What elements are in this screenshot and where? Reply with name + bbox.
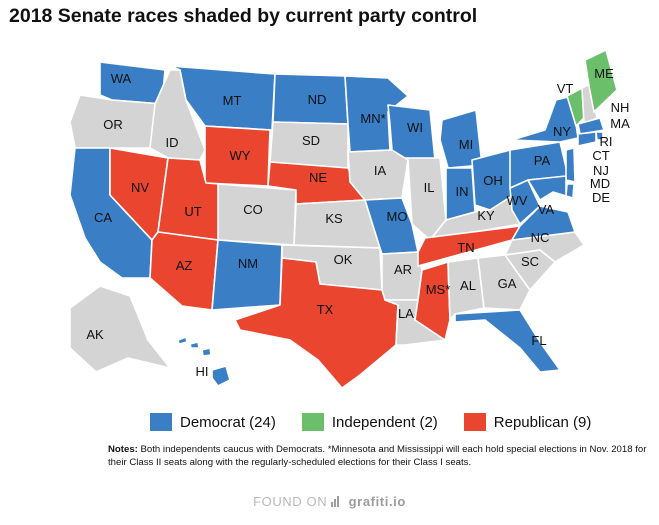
state-label-tn: TN — [457, 240, 474, 255]
state-ma — [577, 117, 605, 135]
state-label-in: IN — [456, 184, 469, 199]
state-mi — [439, 109, 483, 169]
state-label-ms: MS* — [426, 282, 451, 297]
state-label-ca: CA — [94, 210, 112, 225]
state-label-nc: NC — [531, 230, 550, 245]
legend-swatch-democrat — [150, 413, 172, 431]
state-label-mt: MT — [223, 93, 242, 108]
state-label-ma: MA — [610, 116, 630, 131]
state-label-la: LA — [398, 306, 414, 321]
state-al — [447, 257, 485, 321]
state-label-ut: UT — [184, 204, 201, 219]
legend-item-republican: Republican (9) — [463, 413, 592, 431]
state-label-ct: CT — [592, 148, 609, 163]
state-label-ak: AK — [86, 327, 104, 342]
state-nj — [565, 147, 576, 183]
footer: FOUND ON grafiti.io — [0, 494, 659, 509]
state-label-ar: AR — [394, 262, 412, 277]
state-ga — [477, 254, 531, 311]
state-label-al: AL — [460, 278, 476, 293]
state-label-ia: IA — [374, 163, 387, 178]
state-nm — [211, 239, 283, 311]
state-label-nd: ND — [308, 92, 327, 107]
state-hi — [177, 336, 231, 387]
state-label-id: ID — [166, 135, 179, 150]
state-mn — [344, 75, 409, 153]
state-va — [511, 205, 576, 241]
footer-brand: grafiti.io — [348, 494, 406, 509]
state-me — [584, 49, 618, 113]
legend-label-independent: Independent (2) — [331, 413, 438, 431]
state-ak — [69, 285, 171, 373]
state-label-vt: VT — [557, 81, 574, 96]
state-ct — [577, 131, 597, 147]
state-label-sc: SC — [521, 254, 539, 269]
legend-label-democrat: Democrat (24) — [180, 413, 276, 431]
state-label-wa: WA — [111, 71, 132, 86]
state-label-wi: WI — [407, 120, 423, 135]
state-label-az: AZ — [176, 258, 193, 273]
legend-label-republican: Republican (9) — [493, 413, 592, 431]
state-label-fl: FL — [531, 333, 546, 348]
state-label-ky: KY — [477, 208, 495, 223]
state-label-wv: WV — [507, 193, 528, 208]
state-label-nm: NM — [238, 256, 258, 271]
map-title: 2018 Senate races shaded by current part… — [9, 5, 478, 27]
footer-prefix: FOUND ON — [253, 494, 328, 509]
state-label-tx: TX — [317, 302, 334, 317]
state-fl — [454, 309, 561, 373]
state-label-ny: NY — [553, 124, 571, 139]
us-senate-map: WA OR CA NV ID MT WY UT AZ CO NM ND SD NE KS OK TX MN* IA M… — [69, 49, 630, 389]
state-label-md: MD — [590, 176, 610, 191]
state-label-il: IL — [424, 180, 435, 195]
notes-label: Notes: — [108, 444, 138, 455]
state-label-nv: NV — [131, 180, 149, 195]
legend-item-democrat: Democrat (24) — [150, 413, 276, 431]
state-label-hi: HI — [196, 364, 209, 379]
notes: Notes: Both independents caucus with Dem… — [108, 443, 648, 469]
state-label-ga: GA — [498, 276, 517, 291]
state-label-sd: SD — [302, 133, 320, 148]
state-wa — [99, 61, 166, 105]
grafiti-logo-icon — [331, 496, 340, 507]
state-label-nh: NH — [611, 100, 630, 115]
state-de — [565, 183, 575, 199]
legend-item-independent: Independent (2) — [301, 413, 438, 431]
state-label-va: VA — [538, 202, 555, 217]
notes-text: Both independents caucus with Democrats.… — [108, 444, 647, 468]
state-label-mn: MN* — [360, 111, 385, 126]
state-label-ok: OK — [334, 252, 353, 267]
legend-swatch-independent — [301, 413, 324, 431]
legend: Democrat (24) Independent (2) Republican… — [150, 413, 617, 431]
state-label-ne: NE — [309, 170, 327, 185]
state-label-co: CO — [243, 202, 263, 217]
legend-swatch-republican — [463, 413, 486, 431]
state-label-pa: PA — [534, 153, 551, 168]
state-label-oh: OH — [483, 173, 503, 188]
state-label-me: ME — [594, 66, 614, 81]
state-label-mo: MO — [387, 209, 408, 224]
state-label-wy: WY — [230, 148, 251, 163]
state-md — [527, 175, 567, 201]
state-label-ri: RI — [600, 134, 613, 149]
state-label-de: DE — [592, 190, 610, 205]
state-label-nj: NJ — [593, 163, 609, 178]
state-label-mi: MI — [459, 137, 473, 152]
state-tx — [234, 257, 399, 389]
state-label-or: OR — [103, 117, 123, 132]
state-label-ks: KS — [325, 211, 343, 226]
